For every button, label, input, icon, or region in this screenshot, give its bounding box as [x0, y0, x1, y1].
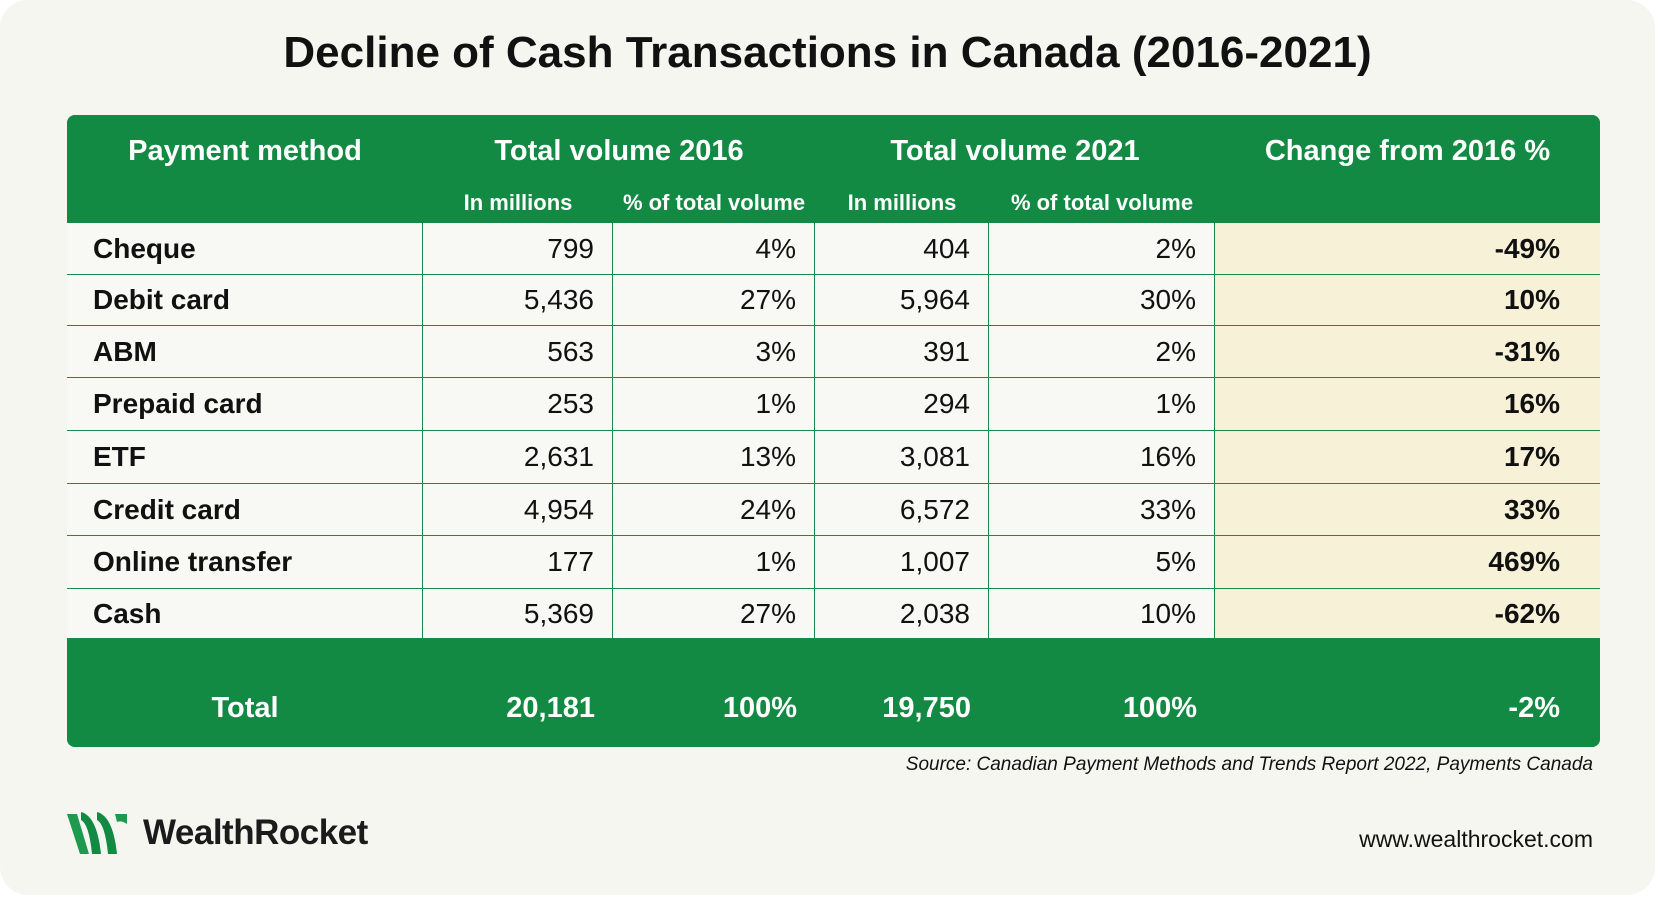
cell-millions-2021: 391: [815, 326, 989, 378]
wealthrocket-logo-icon: [67, 812, 127, 854]
cell-method: ETF: [67, 431, 423, 484]
cell-change: -49%: [1215, 223, 1600, 275]
page-title: Decline of Cash Transactions in Canada (…: [283, 28, 1372, 77]
cell-change: -62%: [1215, 589, 1600, 639]
cell-millions-2021: 3,081: [815, 431, 989, 484]
cell-pct-2021: 2%: [989, 223, 1215, 275]
total-millions-2021: 19,750: [882, 692, 971, 724]
cell-millions-2021: 5,964: [815, 275, 989, 326]
header-payment-method: Payment method: [128, 135, 362, 167]
table-row: ETF 2,631 13% 3,081 16% 17%: [67, 431, 1600, 484]
table-row: ABM 563 3% 391 2% -31%: [67, 326, 1600, 378]
table-header: Payment method Total volume 2016 Total v…: [67, 115, 1600, 223]
subheader-millions-2016: In millions: [463, 190, 573, 215]
cell-millions-2021: 6,572: [815, 484, 989, 536]
subheader-millions-2021: In millions: [847, 190, 957, 215]
cell-pct-2021: 30%: [989, 275, 1215, 326]
website-url: www.wealthrocket.com: [1359, 826, 1593, 852]
cell-pct-2016: 27%: [613, 275, 815, 326]
cell-pct-2021: 2%: [989, 326, 1215, 378]
subheader-pct-2021: % of total volume: [1010, 190, 1194, 215]
total-row: Total 20,181 100% 19,750 100% -2%: [67, 670, 1600, 747]
cell-change: 17%: [1215, 431, 1600, 484]
cell-millions-2016: 177: [423, 536, 613, 589]
cell-pct-2021: 1%: [989, 378, 1215, 431]
header-total-volume-2021: Total volume 2021: [890, 135, 1140, 167]
total-pct-2021: 100%: [1122, 692, 1197, 724]
table-row: Online transfer 177 1% 1,007 5% 469%: [67, 536, 1600, 589]
cell-pct-2016: 3%: [613, 326, 815, 378]
cell-pct-2021: 10%: [989, 589, 1215, 639]
cell-method: Prepaid card: [67, 378, 423, 431]
cell-change: -31%: [1215, 326, 1600, 378]
cell-pct-2016: 27%: [613, 589, 815, 639]
cell-pct-2016: 1%: [613, 536, 815, 589]
cell-change: 16%: [1215, 378, 1600, 431]
subheader-pct-2016: % of total volume: [622, 190, 806, 215]
cell-change: 469%: [1215, 536, 1600, 589]
cell-method: ABM: [67, 326, 423, 378]
cell-change: 33%: [1215, 484, 1600, 536]
cell-millions-2021: 294: [815, 378, 989, 431]
brand-name: WealthRocket: [143, 813, 368, 852]
cell-method: Credit card: [67, 484, 423, 536]
header-change-from-2016: Change from 2016 %: [1264, 135, 1551, 167]
source-note: Source: Canadian Payment Methods and Tre…: [905, 754, 1593, 775]
payment-methods-table: Payment method Total volume 2016 Total v…: [67, 115, 1600, 747]
cell-millions-2016: 799: [423, 223, 613, 275]
brand-logo: WealthRocket: [67, 808, 368, 858]
cell-pct-2016: 1%: [613, 378, 815, 431]
cell-pct-2016: 4%: [613, 223, 815, 275]
table-row: Prepaid card 253 1% 294 1% 16%: [67, 378, 1600, 431]
cell-millions-2016: 5,369: [423, 589, 613, 639]
cell-millions-2021: 2,038: [815, 589, 989, 639]
table-row: Debit card 5,436 27% 5,964 30% 10%: [67, 275, 1600, 326]
cell-change: 10%: [1215, 275, 1600, 326]
table-row: Cash 5,369 27% 2,038 10% -62%: [67, 589, 1600, 639]
cell-millions-2016: 253: [423, 378, 613, 431]
cell-method: Cash: [67, 589, 423, 639]
cell-pct-2021: 5%: [989, 536, 1215, 589]
cell-millions-2021: 1,007: [815, 536, 989, 589]
cell-method: Online transfer: [67, 536, 423, 589]
cell-pct-2021: 33%: [989, 484, 1215, 536]
total-label: Total: [211, 692, 279, 724]
total-change: -2%: [1508, 692, 1560, 724]
cell-pct-2016: 13%: [613, 431, 815, 484]
cell-millions-2016: 4,954: [423, 484, 613, 536]
table-row: Credit card 4,954 24% 6,572 33% 33%: [67, 484, 1600, 536]
total-millions-2016: 20,181: [506, 692, 595, 724]
cell-millions-2016: 563: [423, 326, 613, 378]
cell-millions-2016: 5,436: [423, 275, 613, 326]
total-pct-2016: 100%: [722, 692, 797, 724]
header-total-volume-2016: Total volume 2016: [494, 135, 744, 167]
table-row: Cheque 799 4% 404 2% -49%: [67, 223, 1600, 275]
cell-millions-2016: 2,631: [423, 431, 613, 484]
cell-millions-2021: 404: [815, 223, 989, 275]
cell-method: Cheque: [67, 223, 423, 275]
cell-pct-2016: 24%: [613, 484, 815, 536]
cell-pct-2021: 16%: [989, 431, 1215, 484]
cell-method: Debit card: [67, 275, 423, 326]
